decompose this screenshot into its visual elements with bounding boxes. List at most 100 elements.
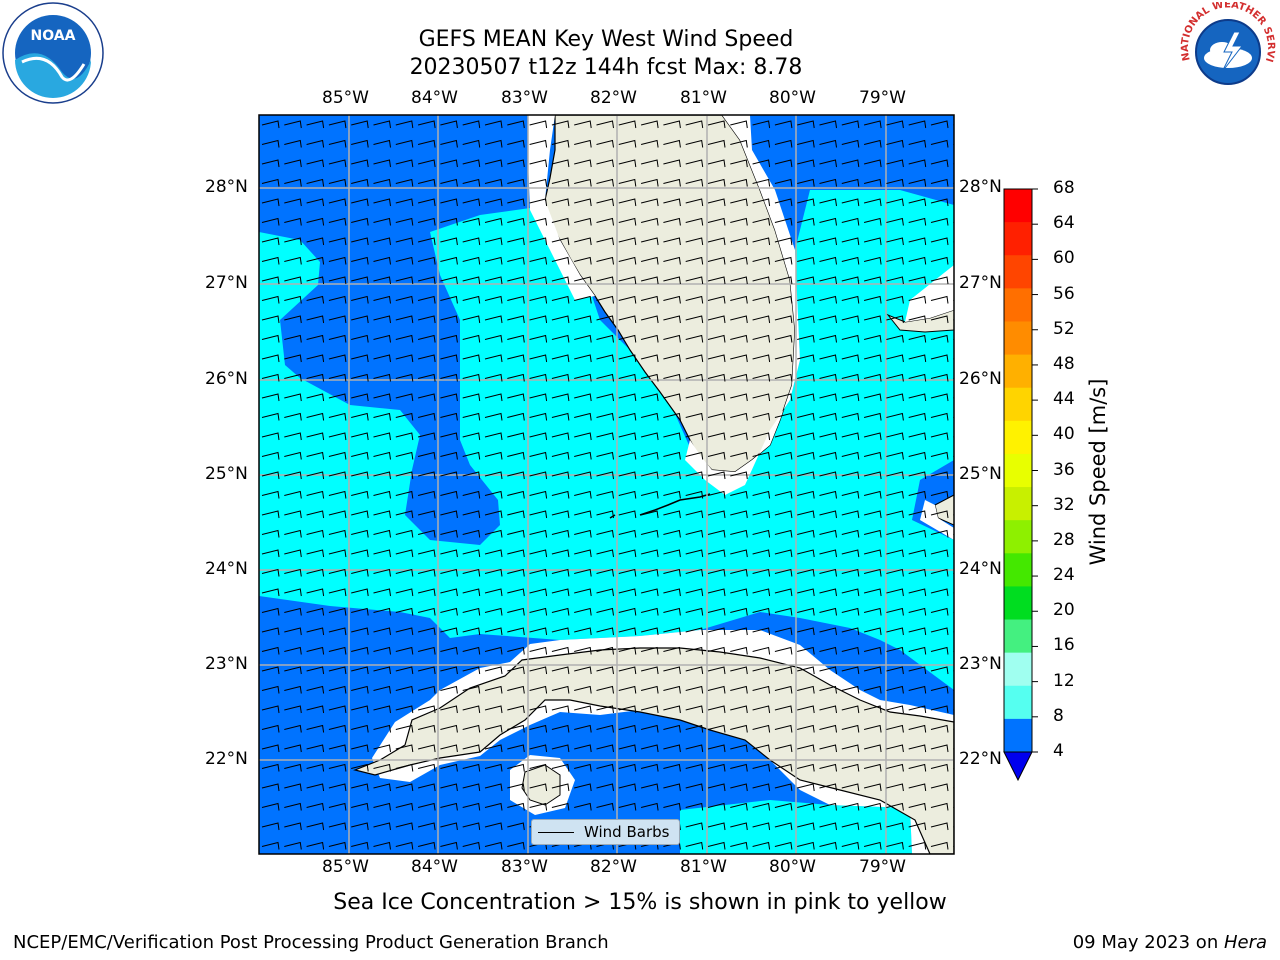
wind-barb xyxy=(908,159,927,168)
wind-barb xyxy=(685,744,704,753)
wind-barb xyxy=(797,120,815,129)
wind-barb xyxy=(730,646,748,655)
wind-barb xyxy=(351,666,369,675)
wind-barb xyxy=(261,217,280,226)
wind-barb xyxy=(707,120,726,129)
wind-barb xyxy=(841,783,860,792)
wind-barb xyxy=(908,705,927,714)
wind-barb xyxy=(863,549,882,558)
wind-barb xyxy=(306,802,325,811)
wind-barb xyxy=(462,568,481,577)
wind-barb xyxy=(395,666,414,675)
wind-barb xyxy=(707,627,726,636)
wind-barb xyxy=(841,120,860,129)
wind-barb xyxy=(663,198,681,207)
wind-barb xyxy=(930,276,949,285)
wind-barb xyxy=(797,237,815,246)
wind-barb xyxy=(930,822,949,831)
lat-label-right: 28°N xyxy=(959,177,1002,197)
wind-barb xyxy=(640,802,659,811)
wind-barb xyxy=(707,393,726,402)
wind-barb xyxy=(730,334,748,343)
wind-barb xyxy=(462,841,481,850)
wind-barb xyxy=(351,373,369,382)
wind-barb xyxy=(395,490,414,499)
wind-barb xyxy=(529,256,548,265)
wind-barb xyxy=(618,744,637,753)
wind-barb xyxy=(395,354,414,363)
wind-barb xyxy=(440,120,458,129)
wind-barb xyxy=(574,568,592,577)
wind-barb xyxy=(395,159,414,168)
colorbar-tick-label: 44 xyxy=(1053,389,1075,410)
wind-barb xyxy=(351,822,369,831)
wind-barb xyxy=(484,373,503,382)
wind-barb xyxy=(640,120,659,129)
wind-barb xyxy=(663,159,681,168)
wind-barb xyxy=(261,490,280,499)
wind-barb xyxy=(730,139,748,148)
wind-barb xyxy=(640,783,659,792)
wind-barb xyxy=(306,568,325,577)
wind-barb xyxy=(306,607,325,616)
wind-barb xyxy=(462,393,481,402)
wind-barb xyxy=(440,822,458,831)
wind-barb xyxy=(574,159,592,168)
wind-barb xyxy=(863,490,882,499)
wind-barb xyxy=(908,334,927,343)
wind-barb xyxy=(752,685,771,694)
wind-barb xyxy=(841,705,860,714)
wind-barb xyxy=(507,139,525,148)
wind-barb xyxy=(529,412,548,421)
lat-label-left: 22°N xyxy=(205,749,248,769)
wind-barb xyxy=(797,666,815,675)
wind-barb xyxy=(395,373,414,382)
wind-barb xyxy=(328,354,347,363)
lon-label-bottom: 80°W xyxy=(769,857,816,877)
wind-barb xyxy=(886,510,904,519)
wind-barb xyxy=(663,451,681,460)
wind-barb xyxy=(730,666,748,675)
wind-barb xyxy=(551,276,570,285)
wind-barb xyxy=(574,295,592,304)
wind-barb xyxy=(551,295,570,304)
lon-label-top: 84°W xyxy=(411,88,458,108)
wind-barb xyxy=(618,588,637,597)
wind-barb xyxy=(328,510,347,519)
wind-barb xyxy=(774,529,793,538)
wind-barb xyxy=(440,627,458,636)
wind-barb xyxy=(953,631,954,633)
wind-barb xyxy=(640,295,659,304)
wind-barb xyxy=(306,490,325,499)
wind-barb xyxy=(819,432,837,441)
colorbar-segment xyxy=(1004,586,1032,621)
wind-barb xyxy=(886,549,904,558)
wind-barb xyxy=(261,178,280,187)
wind-barb xyxy=(908,373,927,382)
wind-barb xyxy=(863,276,882,285)
wind-barb xyxy=(306,529,325,538)
wind-barb xyxy=(930,490,949,499)
wind-barb xyxy=(373,588,391,597)
wind-barb xyxy=(395,276,414,285)
wind-barb xyxy=(908,471,927,480)
wind-barb xyxy=(774,217,793,226)
wind-barb xyxy=(417,373,436,382)
wind-barb xyxy=(797,198,815,207)
wind-barb xyxy=(819,607,837,616)
wind-barb xyxy=(551,666,570,675)
wind-barb xyxy=(752,198,771,207)
wind-barb xyxy=(930,139,949,148)
wind-barb xyxy=(819,412,837,421)
wind-barb xyxy=(484,646,503,655)
wind-barb xyxy=(529,744,548,753)
wind-barb xyxy=(462,159,481,168)
wind-barb xyxy=(707,666,726,675)
wind-barb xyxy=(685,646,704,655)
wind-barb xyxy=(261,529,280,538)
wind-barb xyxy=(819,841,837,850)
wind-barb xyxy=(930,783,949,792)
wind-barb xyxy=(507,607,525,616)
wind-barb xyxy=(663,607,681,616)
lat-label-left: 25°N xyxy=(205,464,248,484)
